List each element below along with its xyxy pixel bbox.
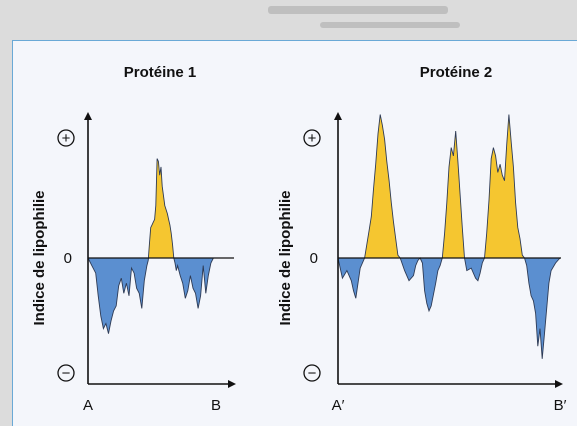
chart-proteine-1: Protéine 1 + − 0 Indice de lipophilie A … (31, 64, 236, 414)
y-tick-zero: 0 (64, 250, 72, 267)
positive-area (88, 158, 216, 258)
plus-symbol: + (62, 130, 71, 147)
plot-area (337, 114, 561, 359)
x-axis-arrowhead (555, 380, 563, 388)
x-end-label: B (211, 397, 221, 414)
y-axis-arrowhead (84, 112, 92, 120)
positive-area (338, 114, 560, 258)
y-axis-label: Indice de lipophilie (277, 190, 294, 325)
x-start-label: A′ (332, 397, 345, 414)
y-axis-label: Indice de lipophilie (31, 190, 48, 325)
chart-title: Protéine 2 (420, 64, 493, 81)
x-end-label: B′ (554, 397, 567, 414)
plus-sign-marker: + (303, 129, 321, 147)
plot-area (87, 158, 216, 334)
figure-frame (12, 40, 577, 426)
y-axis-arrowhead (334, 112, 342, 120)
negative-area (88, 258, 216, 334)
minus-symbol: − (62, 365, 71, 382)
minus-sign-marker: − (303, 364, 321, 382)
chart-proteine-2: Protéine 2 + − 0 Indice de lipophilie A′… (277, 64, 567, 414)
negative-area (338, 258, 560, 359)
chart-title: Protéine 1 (124, 64, 197, 81)
profile-line (337, 114, 561, 359)
x-start-label: A (83, 397, 93, 414)
minus-symbol: − (308, 365, 317, 382)
y-tick-zero: 0 (310, 250, 318, 267)
plus-symbol: + (308, 130, 317, 147)
plus-sign-marker: + (57, 129, 75, 147)
x-axis-arrowhead (228, 380, 236, 388)
minus-sign-marker: − (57, 364, 75, 382)
profile-line (87, 158, 216, 334)
